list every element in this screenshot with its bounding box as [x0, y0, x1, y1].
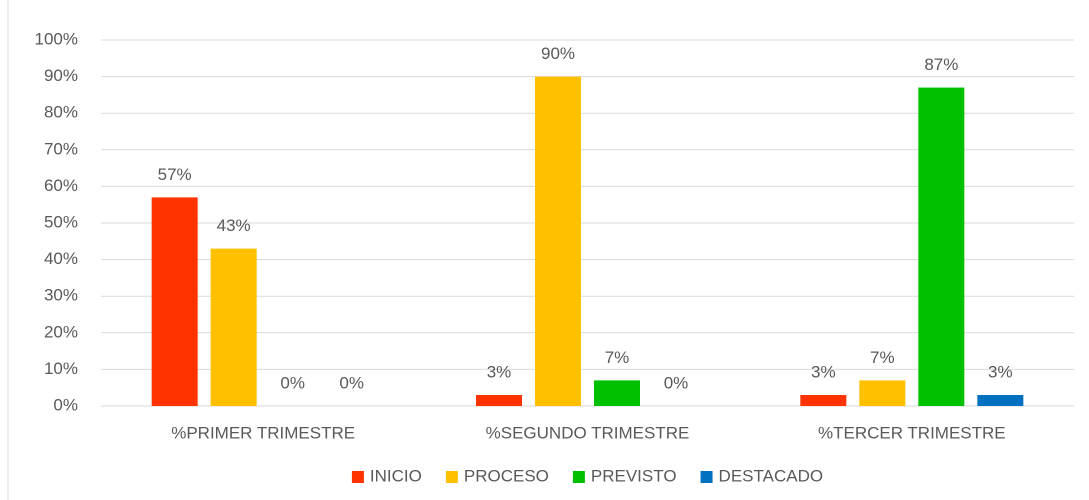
data-label: 90%: [541, 44, 575, 63]
data-label: 0%: [339, 373, 364, 392]
bar: [476, 395, 522, 406]
legend-label: DESTACADO: [719, 466, 824, 485]
y-tick-label: 80%: [44, 103, 78, 122]
data-label: 3%: [811, 363, 836, 382]
y-tick-label: 20%: [44, 322, 78, 341]
bar: [977, 395, 1024, 406]
legend-label: PREVISTO: [591, 466, 677, 485]
y-tick-label: 10%: [44, 359, 78, 378]
data-label: 0%: [664, 373, 689, 392]
legend-swatch: [572, 471, 585, 483]
x-tick-label: %PRIMER TRIMESTRE: [171, 423, 355, 442]
bar: [859, 380, 906, 406]
legend-swatch: [700, 471, 713, 483]
y-tick-label: 30%: [44, 286, 78, 305]
legend-label: INICIO: [370, 466, 422, 485]
data-label: 3%: [988, 363, 1013, 382]
x-tick-label: %SEGUNDO TRIMESTRE: [486, 423, 690, 442]
legend-swatch: [351, 471, 364, 483]
bar: [210, 248, 257, 406]
y-tick-label: 100%: [35, 29, 78, 48]
y-tick-label: 50%: [44, 212, 78, 231]
y-tick-label: 60%: [44, 176, 78, 195]
bar: [594, 380, 640, 406]
bar: [535, 76, 581, 406]
x-tick-label: %TERCER TRIMESTRE: [818, 423, 1006, 442]
bar: [918, 87, 965, 406]
y-tick-label: 40%: [44, 249, 78, 268]
data-label: 57%: [158, 165, 192, 184]
y-tick-label: 0%: [53, 395, 78, 414]
bar: [151, 197, 198, 406]
y-tick-label: 90%: [44, 66, 78, 85]
data-label: 7%: [605, 348, 630, 367]
data-label: 87%: [924, 55, 958, 74]
data-label: 7%: [870, 348, 895, 367]
data-label: 3%: [487, 363, 512, 382]
data-label: 43%: [217, 216, 251, 235]
y-tick-label: 70%: [44, 139, 78, 158]
legend-label: PROCESO: [464, 466, 549, 485]
legend-swatch: [445, 471, 458, 483]
data-label: 0%: [280, 373, 305, 392]
bar: [800, 395, 847, 406]
